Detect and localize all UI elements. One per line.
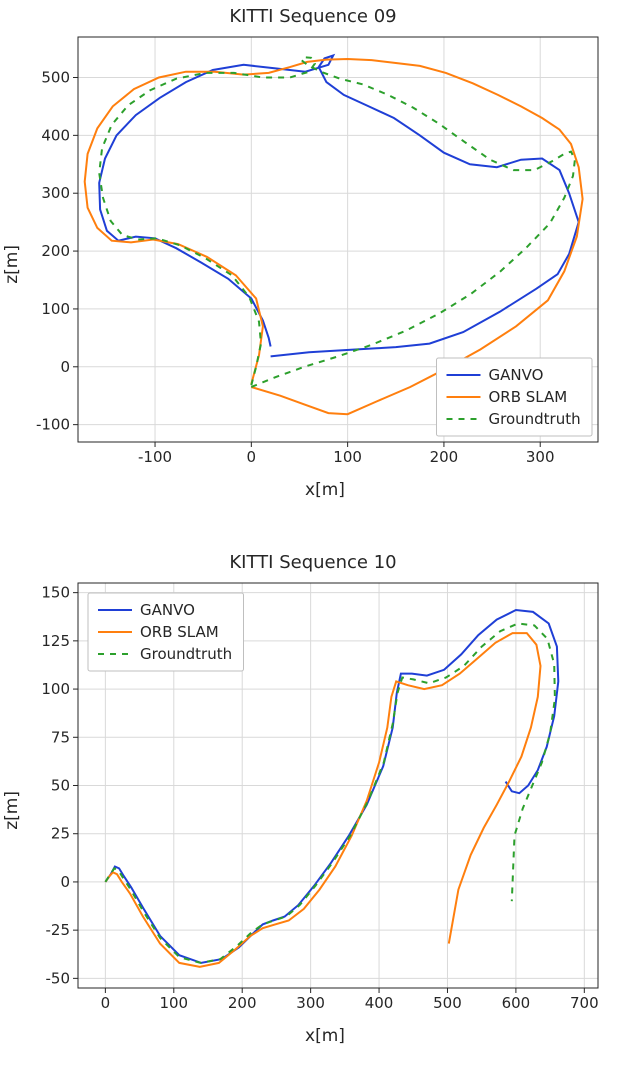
legend-label: Groundtruth — [140, 645, 232, 663]
ytick-label: 150 — [41, 584, 70, 602]
xtick-label: 0 — [101, 994, 111, 1012]
ytick-label: -100 — [36, 416, 70, 434]
xtick-label: 300 — [296, 994, 325, 1012]
ytick-label: 0 — [60, 358, 70, 376]
xtick-label: 100 — [159, 994, 188, 1012]
plot-area: 0 100 200 300 400 500 600 700 -50 -25 0 25 50 75 100 12… — [24, 575, 626, 1046]
ytick-label: 400 — [41, 126, 70, 144]
chart-svg-seq10: 0 100 200 300 400 500 600 700 -50 -25 0 25 50 75 100 12… — [24, 575, 610, 1024]
xtick-label: 0 — [247, 448, 257, 466]
legend-label: GANVO — [140, 601, 195, 619]
xtick-label: 400 — [365, 994, 394, 1012]
ytick-label: 50 — [51, 777, 70, 795]
figure: KITTI Sequence 09 z[m] -1000100200300-10… — [0, 0, 626, 1066]
ytick-label: 25 — [51, 825, 70, 843]
ytick-label: 75 — [51, 728, 70, 746]
xtick-label: -100 — [138, 448, 172, 466]
chart-svg-seq09: -100 0 100 200 300 -100 0 100 200 300 400 500 GANVO O… — [24, 29, 610, 478]
legend-label: ORB SLAM — [140, 623, 219, 641]
ytick-label: 0 — [60, 873, 70, 891]
ylabel: z[m] — [0, 245, 24, 284]
legend-label: ORB SLAM — [489, 388, 568, 406]
ytick-label: -25 — [46, 921, 71, 939]
ytick-label: 100 — [41, 300, 70, 318]
xtick-label: 300 — [526, 448, 555, 466]
legend-label: Groundtruth — [489, 410, 581, 428]
xlabel: x[m] — [24, 478, 626, 500]
xlabel: x[m] — [24, 1024, 626, 1046]
svg-wrap: 0 100 200 300 400 500 600 700 -50 -25 0 25 50 75 100 12… — [24, 575, 626, 1024]
xtick-label: 200 — [228, 994, 257, 1012]
plot-area: -100 0 100 200 300 -100 0 100 200 300 400 500 GANVO O… — [24, 29, 626, 500]
svg-wrap: -100 0 100 200 300 -100 0 100 200 300 400 500 GANVO O… — [24, 29, 626, 478]
ylabel: z[m] — [0, 791, 24, 830]
ytick-label: 100 — [41, 680, 70, 698]
panel-seq10: KITTI Sequence 10 z[m] 01002003004005006… — [0, 546, 626, 1046]
xtick-label: 500 — [433, 994, 462, 1012]
xtick-label: 200 — [430, 448, 459, 466]
panel-spacer — [0, 500, 626, 546]
panel-seq09: KITTI Sequence 09 z[m] -1000100200300-10… — [0, 0, 626, 500]
plot-row: z[m] -100 0 100 200 300 -100 0 100 200 300 400 500 G… — [0, 29, 626, 500]
xtick-label: 100 — [333, 448, 362, 466]
ytick-label: 200 — [41, 242, 70, 260]
xtick-label: 700 — [570, 994, 599, 1012]
chart-title: KITTI Sequence 09 — [0, 0, 626, 29]
legend-label: GANVO — [489, 366, 544, 384]
ytick-label: -50 — [46, 969, 71, 987]
chart-title: KITTI Sequence 10 — [0, 546, 626, 575]
ytick-label: 500 — [41, 69, 70, 87]
ytick-label: 125 — [41, 632, 70, 650]
ytick-label: 300 — [41, 184, 70, 202]
plot-row: z[m] 0 100 200 300 400 500 600 700 -50 -25 0 25 50 75… — [0, 575, 626, 1046]
xtick-label: 600 — [502, 994, 531, 1012]
